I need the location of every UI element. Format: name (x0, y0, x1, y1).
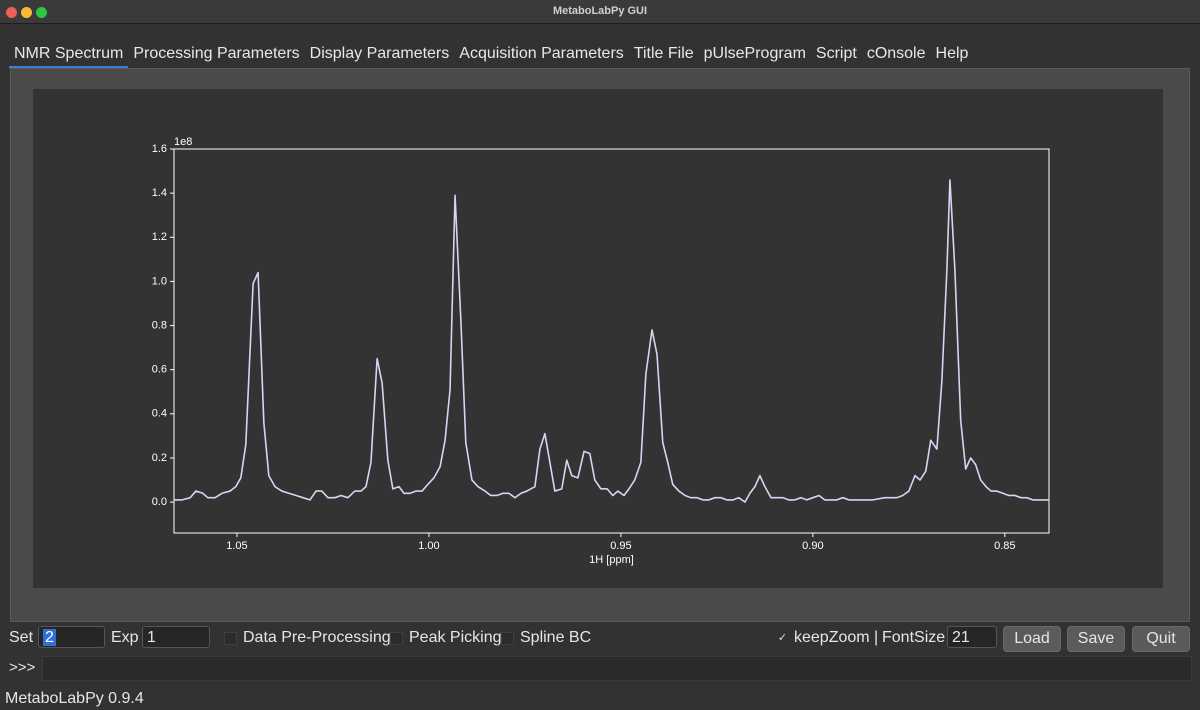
button[interactable]: Load (1003, 626, 1061, 652)
checkbox-label: keepZoom | (794, 629, 879, 646)
y-tick-label: 1.2 (152, 231, 167, 243)
x-tick-label: 0.90 (802, 540, 823, 552)
checkbox-label: Spline BC (520, 629, 592, 646)
window-title: MetaboLabPy GUI (552, 5, 648, 17)
spectrum-line (174, 179, 1049, 503)
exp-spinbox[interactable]: 1 (142, 626, 210, 648)
set-value: 2 (43, 629, 56, 646)
y-tick-label: 1.0 (152, 275, 167, 287)
tab[interactable]: NMR Spectrum (9, 42, 129, 68)
plot-canvas: 0.0 0.2 0.4 0.6 0.8 1.0 1.2 1.4 1.6 1.05 1.00 0.95 0… (33, 89, 1163, 588)
console-prompt: >>> (9, 659, 36, 676)
y-tick-label: 1.6 (152, 143, 167, 155)
exp-value: 1 (147, 629, 156, 646)
status-bar: MetaboLabPy 0.9.4 (5, 690, 144, 708)
checkbox-box: ✓ (777, 631, 788, 644)
button[interactable]: Quit (1132, 626, 1190, 652)
y-tick-label: 0.0 (152, 496, 167, 508)
tab[interactable]: Acquisition Parameters (459, 45, 624, 62)
checkbox-box (501, 631, 514, 645)
fontsize-value: 21 (952, 629, 970, 646)
axes-frame (173, 148, 1050, 534)
checkbox[interactable]: ✓ keepZoom | (777, 629, 878, 647)
button[interactable]: Save (1067, 626, 1125, 652)
tab-bar: NMR Spectrum Processing Parameters Display… (9, 42, 973, 68)
y-tick-label: 0.6 (152, 364, 167, 376)
x-tick-label: 0.95 (610, 540, 631, 552)
checkbox-label: Peak Picking (409, 629, 502, 646)
tab[interactable]: Title File (633, 45, 694, 62)
x-axis-label: 1H [ppm] (589, 554, 634, 566)
minimize-button[interactable] (21, 7, 32, 18)
tab[interactable]: cOnsole (866, 45, 926, 62)
x-tick-label: 0.85 (994, 540, 1015, 552)
tab[interactable]: pUlseProgram (703, 45, 806, 62)
tab[interactable]: Script (815, 45, 857, 62)
checkbox-label: Data Pre-Processing (243, 629, 391, 646)
y-offset-label: 1e8 (174, 136, 192, 148)
tab[interactable]: Processing Parameters (133, 45, 300, 62)
exp-label: Exp (111, 629, 139, 646)
tab[interactable]: Display Parameters (309, 45, 450, 62)
y-tick-label: 0.4 (152, 408, 167, 420)
y-tick-label: 0.2 (152, 452, 167, 464)
checkbox-box (390, 631, 403, 645)
zoom-button[interactable] (36, 7, 47, 18)
title-bar: MetaboLabPy GUI (0, 0, 1200, 24)
console-input[interactable] (42, 656, 1192, 681)
checkbox[interactable]: Data Pre-Processing (224, 629, 391, 647)
y-tick-label: 1.4 (152, 187, 167, 199)
close-button[interactable] (6, 7, 17, 18)
set-label: Set (9, 629, 34, 646)
x-tick-label: 1.00 (418, 540, 439, 552)
status-text: MetaboLabPy 0.9.4 (5, 690, 144, 707)
checkbox-box (224, 631, 237, 645)
y-tick-label: 0.8 (152, 319, 167, 331)
x-tick-label: 1.05 (226, 540, 247, 552)
fontsize-label: FontSize (882, 629, 946, 646)
checkbox[interactable]: Peak Picking (390, 629, 502, 647)
checkbox[interactable]: Spline BC (501, 629, 591, 647)
console-row: >>> (0, 656, 1200, 681)
tab[interactable]: Help (935, 45, 969, 62)
set-spinbox[interactable]: 2 (38, 626, 105, 648)
control-bar: Set 2 Exp 1 FontSize 21 Data Pre-Process… (0, 624, 1200, 654)
fontsize-spinbox[interactable]: 21 (947, 626, 997, 648)
